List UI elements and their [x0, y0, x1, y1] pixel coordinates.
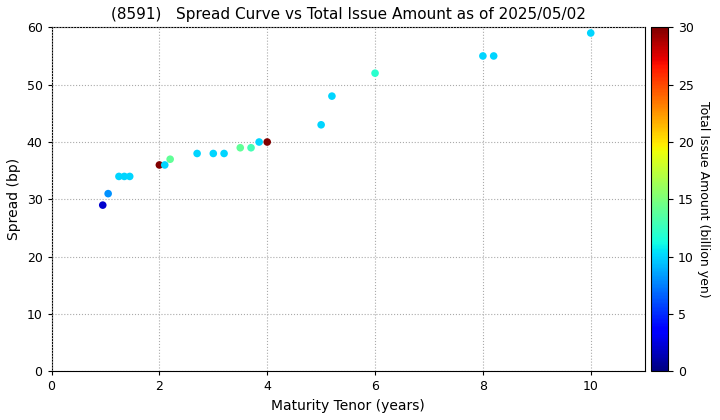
Point [235, 144, 246, 151]
Point [326, 93, 338, 100]
Point [261, 139, 273, 145]
Y-axis label: Spread (bp): Spread (bp) [7, 158, 21, 240]
Y-axis label: Total Issue Amount (billion yen): Total Issue Amount (billion yen) [698, 101, 711, 298]
Point [477, 52, 489, 59]
Point [369, 70, 381, 76]
Point [119, 173, 130, 180]
Point [246, 144, 257, 151]
Point [585, 30, 596, 37]
Point [253, 139, 265, 145]
Point [102, 190, 114, 197]
Point [124, 173, 135, 180]
Point [153, 162, 165, 168]
Point [164, 156, 176, 163]
Point [192, 150, 203, 157]
Point [159, 162, 171, 168]
Point [488, 52, 500, 59]
Point [113, 173, 125, 180]
Point [207, 150, 219, 157]
Title: (8591)   Spread Curve vs Total Issue Amount as of 2025/05/02: (8591) Spread Curve vs Total Issue Amoun… [111, 7, 585, 22]
Point [315, 121, 327, 128]
Point [218, 150, 230, 157]
Point [97, 202, 109, 208]
X-axis label: Maturity Tenor (years): Maturity Tenor (years) [271, 399, 425, 413]
